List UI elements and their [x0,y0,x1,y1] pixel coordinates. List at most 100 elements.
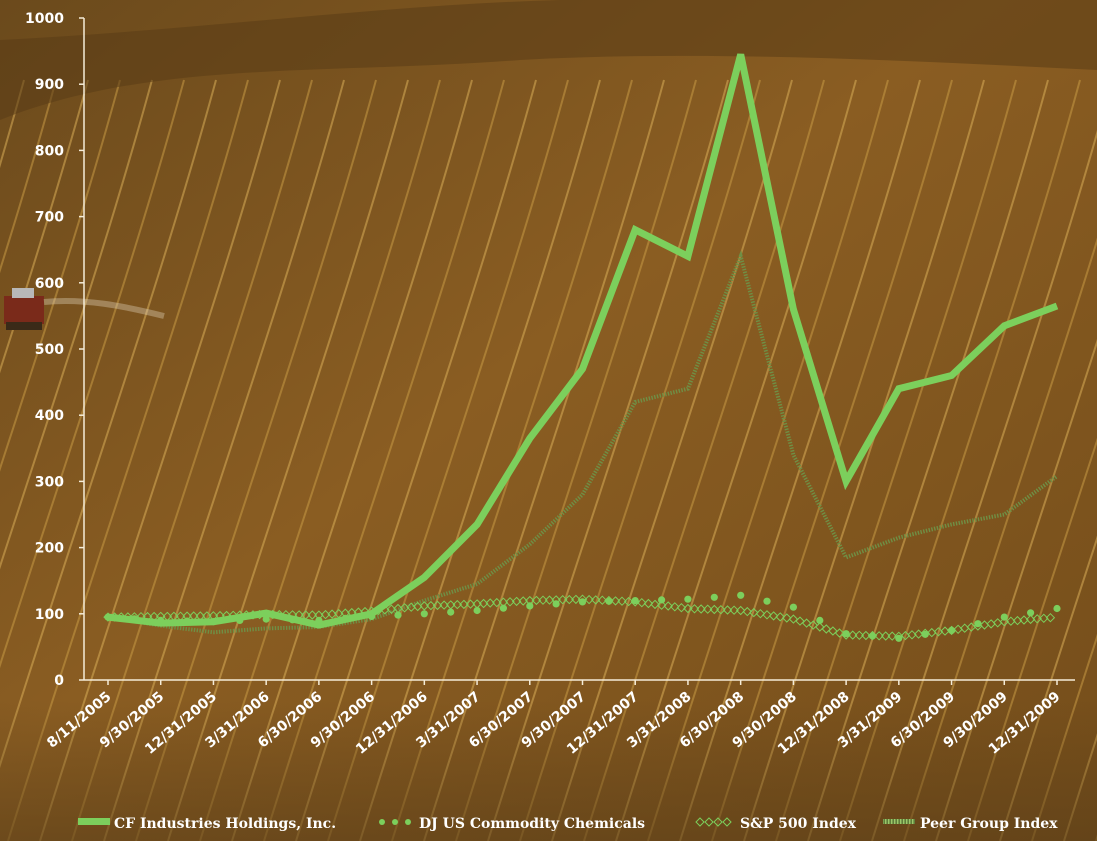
data-point-dj-chemicals [605,597,613,605]
data-point-dj-chemicals [789,603,798,611]
chart-series [103,53,1061,642]
data-marker-sp500 [670,602,680,612]
data-point-dj-chemicals [473,606,481,615]
data-point-dj-chemicals [710,593,718,601]
data-point-dj-chemicals [974,620,982,628]
data-marker-sp500 [999,616,1010,627]
data-point-dj-chemicals [868,632,877,640]
y-tick-label: 800 [35,143,64,159]
data-point-dj-chemicals [631,597,639,605]
data-point-dj-chemicals [499,604,507,612]
data-marker-sp500 [788,614,799,624]
y-tick-label: 900 [35,77,64,93]
data-point-dj-chemicals [763,597,771,605]
harvester-image [4,288,165,330]
data-marker-sp500 [834,628,845,638]
data-marker-sp500 [702,604,713,614]
legend-swatch [78,818,110,825]
data-marker-sp500 [485,598,495,608]
data-marker-sp500 [656,600,667,610]
data-point-dj-chemicals [578,598,587,606]
data-marker-sp500 [709,604,720,615]
y-tick-label: 400 [35,408,64,424]
y-tick-label: 200 [35,541,64,557]
data-marker-sp500 [432,600,443,611]
data-marker-sp500 [643,598,654,609]
data-marker-sp500 [459,599,469,610]
data-marker-sp500 [505,597,515,607]
data-marker-sp500 [478,598,489,609]
data-marker-sp500 [683,603,693,614]
series-line-cf-industries [107,53,1059,629]
data-marker-sp500 [518,596,528,606]
data-marker-sp500 [676,602,687,613]
legend-item-0: CF Industries Holdings, Inc. [78,816,336,832]
data-marker-sp500 [689,604,700,614]
data-marker-sp500 [874,631,884,641]
data-marker-sp500 [623,596,634,607]
data-marker-sp500 [775,612,785,622]
data-marker-sp500 [452,599,463,610]
legend-swatch [379,819,411,825]
data-marker-sp500 [571,594,581,605]
data-point-dj-chemicals [737,591,745,599]
data-point-dj-chemicals [658,596,666,604]
series-0 [107,53,1059,629]
data-point-dj-chemicals [447,608,455,616]
legend-item-3: Peer Group Index [883,816,1058,832]
data-point-dj-chemicals [684,595,692,603]
legend-item-1: DJ US Commodity Chemicals [379,816,645,832]
data-marker-sp500 [808,620,818,630]
data-marker-sp500 [821,624,832,634]
data-marker-sp500 [755,608,766,619]
data-marker-sp500 [782,613,792,623]
data-marker-sp500 [828,626,838,636]
y-tick-label: 100 [35,607,64,623]
y-tick-label: 600 [35,276,64,292]
data-marker-sp500 [815,622,825,632]
data-marker-sp500 [742,606,753,617]
data-marker-sp500 [307,610,318,620]
data-point-dj-chemicals [921,630,929,638]
data-marker-sp500 [492,597,502,608]
legend-label: S&P 500 Index [740,816,857,832]
data-marker-sp500 [663,601,673,611]
data-marker-sp500 [538,595,548,605]
data-marker-sp500 [557,594,568,605]
data-marker-sp500 [887,631,897,641]
data-point-dj-chemicals [1053,604,1061,613]
data-marker-sp500 [564,594,575,605]
data-point-dj-chemicals [816,616,824,625]
data-point-dj-chemicals [262,615,270,623]
data-marker-sp500 [327,609,337,619]
data-marker-sp500 [729,605,739,615]
series-line-peer-group [107,249,1059,635]
data-marker-sp500 [861,630,871,641]
data-marker-sp500 [465,599,476,609]
data-marker-sp500 [597,595,608,605]
data-marker-sp500 [1032,614,1042,624]
y-tick-label: 0 [54,673,64,689]
data-marker-sp500 [610,596,621,606]
legend-item-2: S&P 500 Index [695,816,857,832]
legend-label: CF Industries Holdings, Inc. [114,816,336,832]
legend-swatch [695,817,732,827]
data-marker-sp500 [320,609,331,620]
data-marker-sp500 [696,604,706,614]
data-marker-sp500 [801,618,812,628]
y-tick-label: 500 [35,342,64,358]
data-marker-sp500 [762,610,772,620]
data-marker-sp500 [419,601,430,611]
data-marker-sp500 [1045,612,1056,623]
data-marker-sp500 [722,605,733,615]
data-marker-sp500 [847,630,858,640]
data-marker-sp500 [584,594,594,605]
data-point-dj-chemicals [1027,609,1035,617]
data-marker-sp500 [544,595,555,605]
data-marker-sp500 [716,604,726,615]
data-point-dj-chemicals [895,634,903,642]
data-marker-sp500 [590,595,601,605]
